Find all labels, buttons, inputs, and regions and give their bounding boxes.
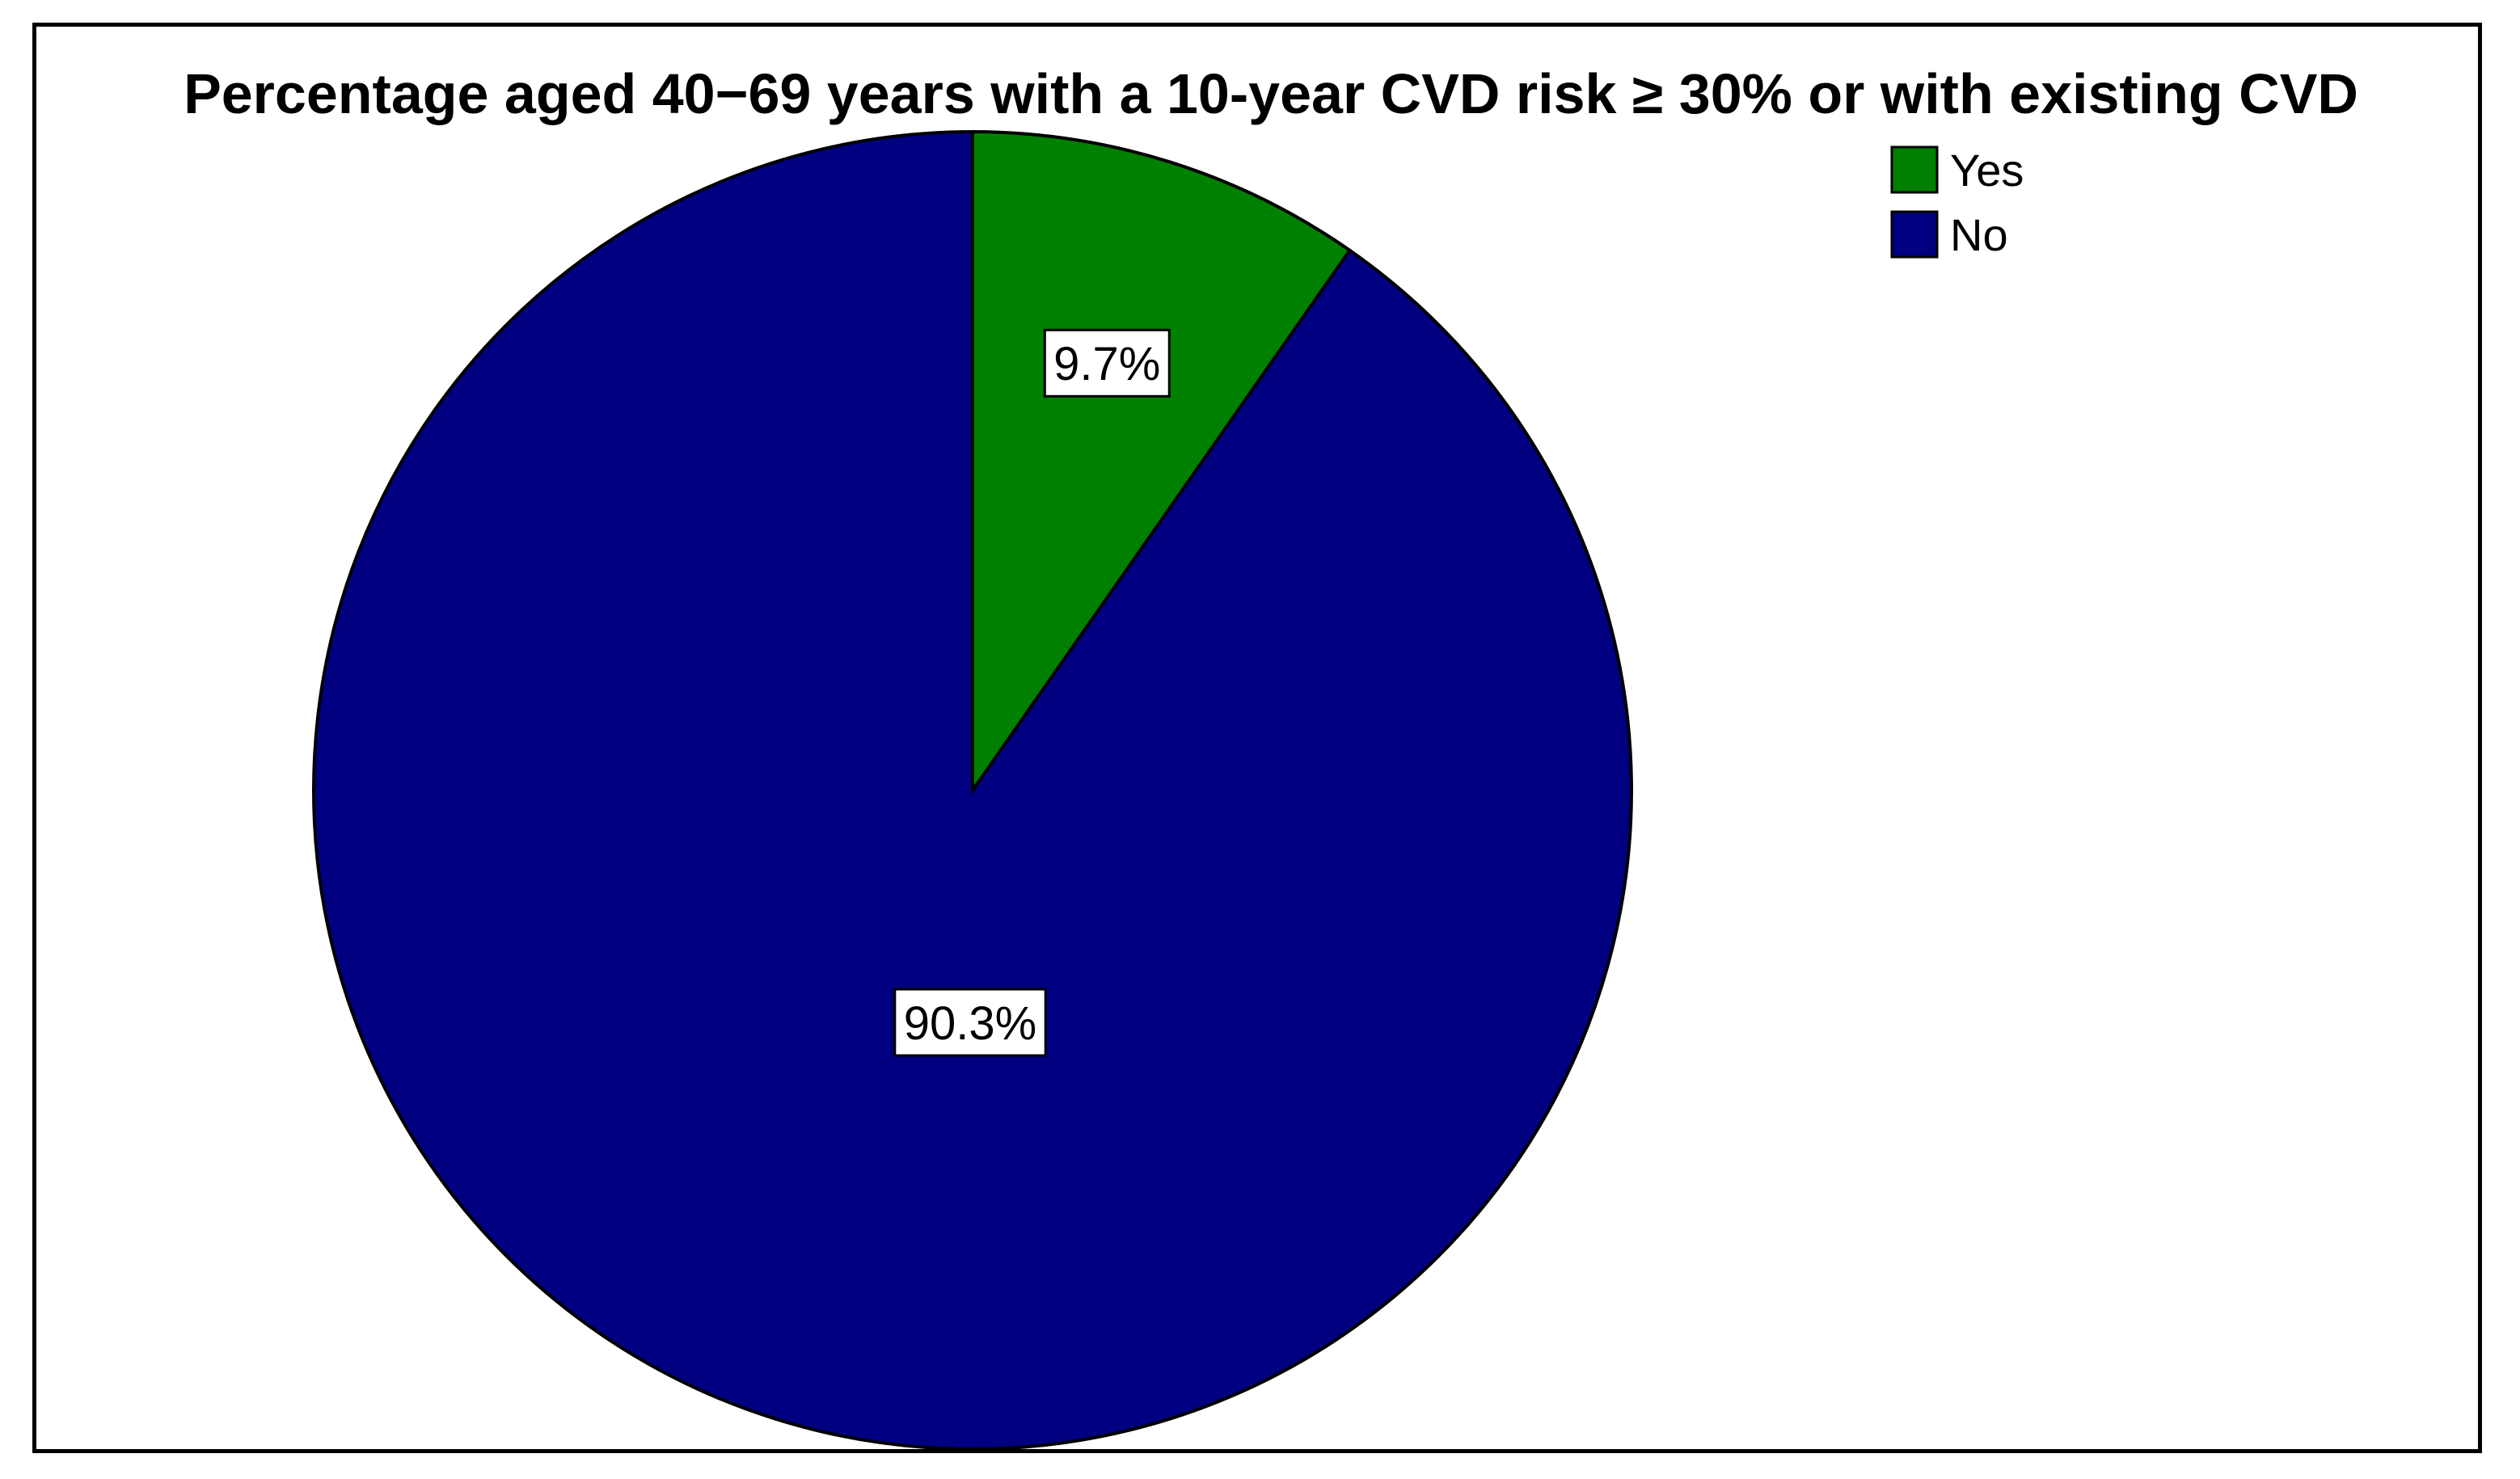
data-label-text: 90.3% [904,997,1036,1050]
data-label-box [1043,328,1171,398]
data-label-text: 9.7% [1053,338,1160,390]
data-label-yes: 9.7% [1043,328,1171,398]
legend-item-no: No [1890,209,2008,260]
data-label-box [893,988,1047,1057]
pie-slices [311,129,1633,1451]
pie-data-labels: 9.7% 90.3% [893,328,1171,1057]
legend-swatch [1890,210,1939,259]
legend-item-yes: Yes [1890,145,2024,196]
pie-slice-no [311,129,1633,1451]
legend-label: No [1950,209,2008,260]
legend-label: Yes [1950,145,2024,196]
chart-title: Percentage aged 40−69 years with a 10-ye… [184,62,2358,125]
pie-slice-yes [971,129,1353,796]
legend-swatch [1890,145,1939,194]
data-label-no: 90.3% [893,988,1047,1057]
chart-legend: Yes No [1890,145,2024,260]
